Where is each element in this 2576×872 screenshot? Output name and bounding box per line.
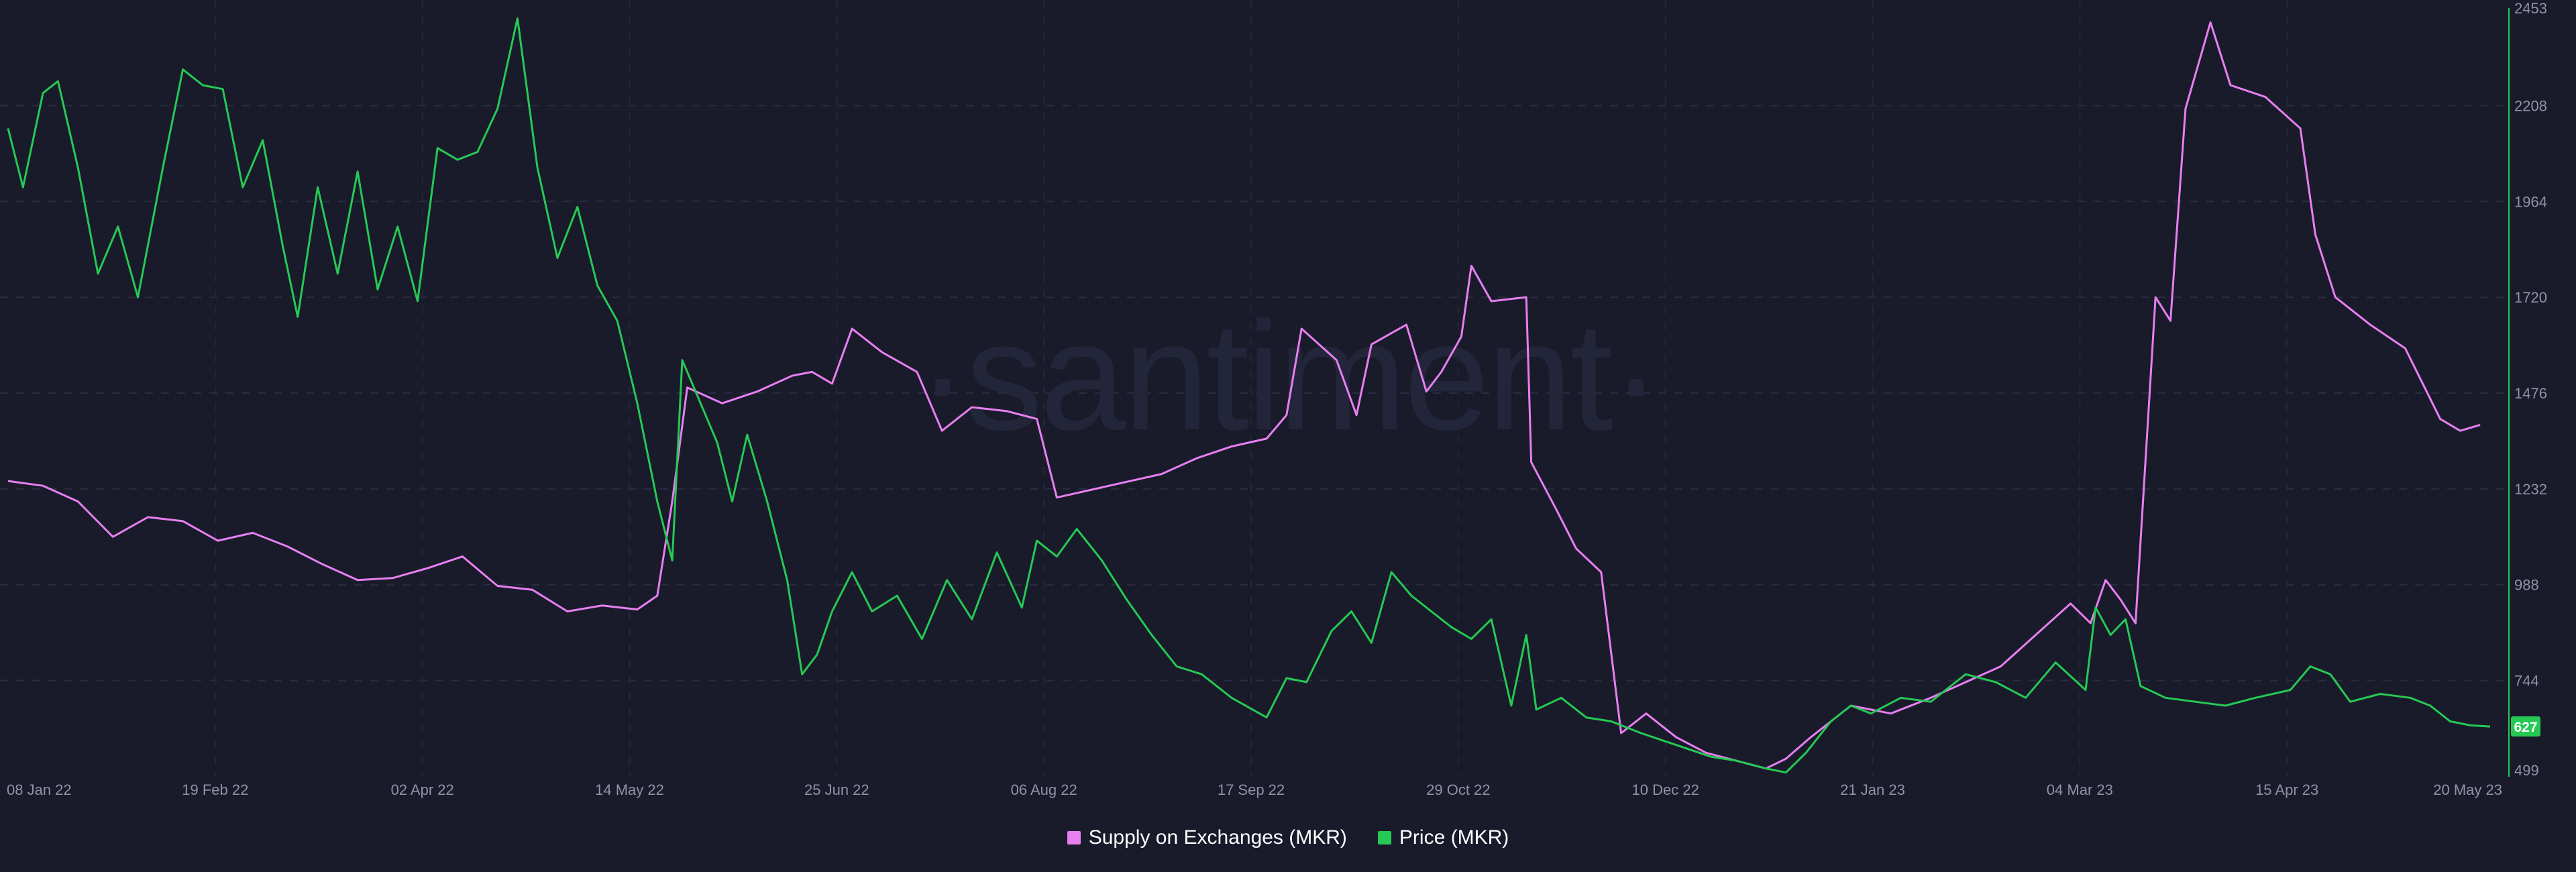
legend: Supply on Exchanges (MKR) Price (MKR) (0, 826, 2576, 849)
legend-swatch-supply (1067, 831, 1081, 844)
series-layer (7, 17, 2491, 774)
x-tick-label: 06 Aug 22 (1011, 781, 1077, 798)
santiment-watermark: ·santiment· (917, 290, 1659, 462)
series-line-price (7, 17, 2491, 774)
x-tick-label: 14 May 22 (595, 781, 664, 798)
x-tick-label: 29 Oct 22 (1426, 781, 1490, 798)
y-tick-label: 1720 (2514, 289, 2547, 306)
y-tick-label: 2453 (2514, 0, 2547, 17)
x-tick-label: 10 Dec 22 (1632, 781, 1699, 798)
current-price-badge-bg (2511, 716, 2540, 737)
legend-item-supply[interactable]: Supply on Exchanges (MKR) (1067, 826, 1347, 849)
grid (0, 0, 2509, 777)
x-axis: 08 Jan 22 19 Feb 22 02 Apr 22 14 May 22 25 J… (7, 781, 2502, 798)
y-tick-label: 499 (2514, 762, 2539, 779)
y-tick-label: 988 (2514, 577, 2539, 594)
y-tick-label: 1964 (2514, 193, 2547, 210)
legend-label-supply: Supply on Exchanges (MKR) (1088, 826, 1347, 849)
x-tick-label: 20 May 23 (2433, 781, 2502, 798)
series-line-supply (7, 21, 2481, 770)
y-tick-label: 1476 (2514, 385, 2547, 402)
x-tick-label: 19 Feb 22 (182, 781, 248, 798)
y-tick-label: 1232 (2514, 481, 2547, 498)
legend-item-price[interactable]: Price (MKR) (1377, 826, 1509, 849)
x-tick-label: 15 Apr 23 (2255, 781, 2318, 798)
x-tick-label: 02 Apr 22 (391, 781, 454, 798)
x-tick-label: 25 Jun 22 (804, 781, 869, 798)
y-axis: 2453 2208 1964 1720 1476 1232 988 744 499 (2514, 0, 2547, 779)
legend-label-price: Price (MKR) (1399, 826, 1509, 849)
y-tick-label: 744 (2514, 673, 2539, 690)
current-price-label: 627 (2514, 720, 2537, 735)
x-tick-label: 21 Jan 23 (1840, 781, 1905, 798)
x-tick-label: 08 Jan 22 (7, 781, 72, 798)
x-tick-label: 04 Mar 23 (2047, 781, 2113, 798)
legend-swatch-price (1377, 831, 1391, 844)
x-tick-label: 17 Sep 22 (1218, 781, 1285, 798)
current-price-badge: 627 (2511, 716, 2540, 737)
y-tick-label: 2208 (2514, 97, 2547, 114)
